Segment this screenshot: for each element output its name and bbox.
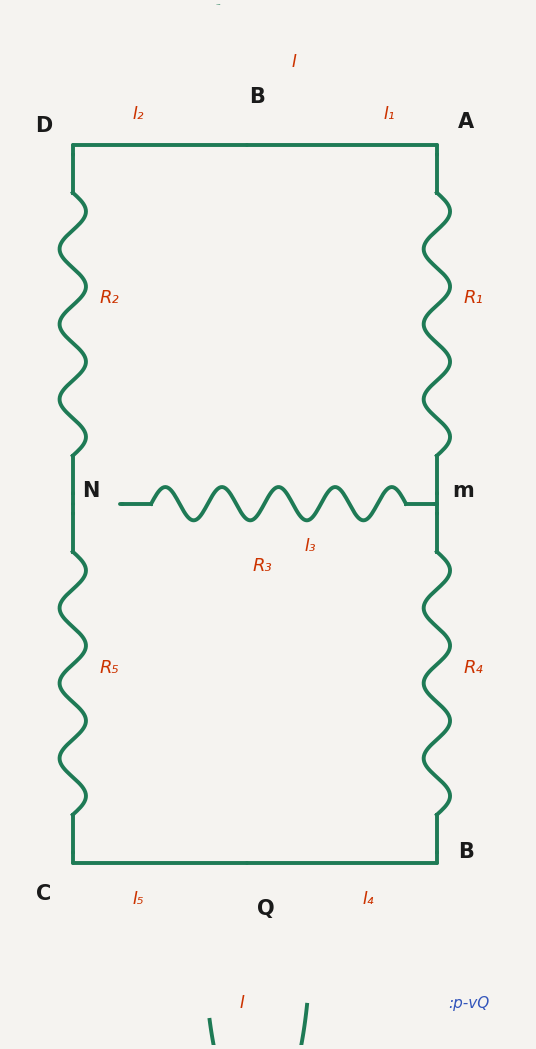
- Text: :p-vQ: :p-vQ: [448, 997, 489, 1011]
- Text: B: B: [458, 842, 474, 862]
- Text: R₃: R₃: [253, 557, 273, 575]
- Text: I₅: I₅: [133, 891, 145, 908]
- Text: R₁: R₁: [464, 290, 483, 307]
- Text: R₂: R₂: [100, 290, 120, 307]
- Text: B: B: [250, 87, 265, 107]
- Text: I₄: I₄: [362, 891, 374, 908]
- Text: R₅: R₅: [100, 659, 120, 677]
- Text: D: D: [35, 116, 53, 136]
- Text: C: C: [36, 884, 51, 904]
- Text: I: I: [292, 52, 297, 70]
- Text: I: I: [239, 994, 244, 1012]
- Text: I₂: I₂: [133, 105, 145, 123]
- Text: R₄: R₄: [464, 659, 483, 677]
- Text: m: m: [452, 481, 474, 501]
- Text: I₁: I₁: [384, 105, 395, 123]
- Text: Q: Q: [257, 899, 275, 919]
- Text: N: N: [83, 481, 100, 501]
- Text: I₃: I₃: [304, 536, 316, 555]
- Text: A: A: [458, 112, 474, 132]
